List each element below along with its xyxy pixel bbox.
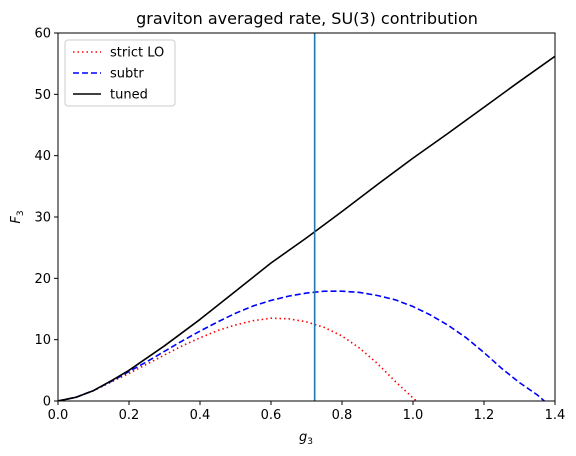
x-tick-label: 1.0 <box>403 408 424 423</box>
y-axis: 0 10 20 30 40 50 60 <box>34 27 58 410</box>
y-tick-label: 30 <box>34 211 51 226</box>
y-tick-label: 50 <box>34 88 51 103</box>
y-tick-label: 20 <box>34 272 51 287</box>
legend-box <box>64 39 176 107</box>
legend-items: strict LO subtr tuned <box>73 46 164 103</box>
x-axis-title-main: g <box>299 430 307 445</box>
y-axis-title-subscript: 3 <box>16 210 26 216</box>
x-axis-title-subscript: 3 <box>307 437 313 447</box>
x-tick-label: 0.6 <box>261 408 282 423</box>
x-tick-label: 0.2 <box>119 408 140 423</box>
x-tick-label: 0.0 <box>48 408 69 423</box>
legend-label: subtr <box>110 67 144 82</box>
y-tick-label: 0 <box>43 395 51 410</box>
x-tick-label: 1.2 <box>474 408 495 423</box>
series-line-tuned <box>58 55 555 401</box>
x-axis-title: g3 <box>299 430 313 447</box>
y-tick-label: 60 <box>34 27 51 42</box>
y-tick-label: 10 <box>34 333 51 348</box>
series-line-strict-lo <box>58 317 418 401</box>
x-tick-label: 0.4 <box>190 408 211 423</box>
legend-label: tuned <box>110 88 148 103</box>
x-axis: 0.0 0.2 0.4 0.6 0.8 1.0 1.2 1.4 <box>48 401 566 423</box>
chart-title: graviton averaged rate, SU(3) contributi… <box>136 9 478 28</box>
y-axis-title-main: F <box>9 216 24 224</box>
series-layer <box>58 55 555 401</box>
y-axis-title: F3 <box>9 210 26 223</box>
x-tick-label: 1.4 <box>545 408 566 423</box>
legend-label: strict LO <box>110 46 164 61</box>
series-line-subtr <box>58 290 545 401</box>
y-tick-label: 40 <box>34 149 51 164</box>
x-tick-label: 0.8 <box>332 408 353 423</box>
legend: strict LO subtr tuned <box>64 39 176 107</box>
